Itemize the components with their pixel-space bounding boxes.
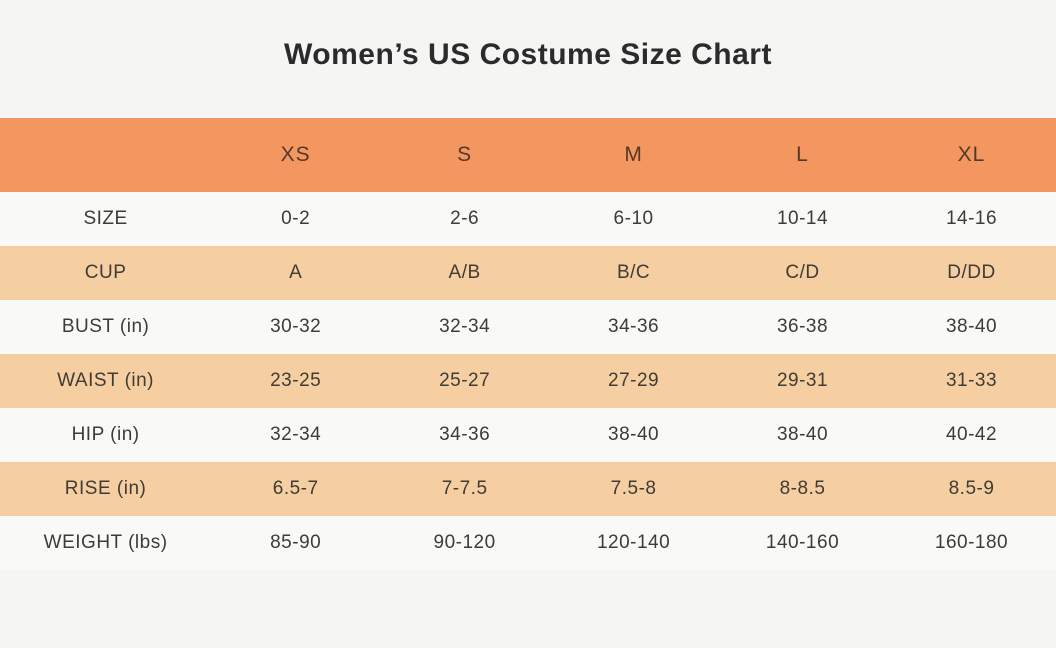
table-cell: 160-180 [934, 532, 1009, 553]
column-header: L [796, 143, 809, 166]
column-header: XL [957, 143, 986, 166]
table-cell: A/B [448, 262, 481, 283]
row-label: SIZE [83, 208, 128, 229]
table-row: HIP (in) 32-34 34-36 38-40 38-40 40-42 [0, 408, 1056, 462]
table-header: XS S M L XL [0, 118, 1056, 192]
table-row: WAIST (in) 23-25 25-27 27-29 29-31 31-33 [0, 354, 1056, 408]
table-cell: 0-2 [281, 208, 311, 229]
table-cell: C/D [785, 262, 820, 283]
table-cell: 2-6 [450, 208, 480, 229]
table-cell: 38-40 [776, 424, 829, 445]
page-title: Women’s US Costume Size Chart [284, 38, 772, 71]
table-cell: 29-31 [776, 370, 829, 391]
row-label: BUST (in) [61, 316, 150, 337]
row-label: RISE (in) [64, 478, 147, 499]
table-cell: 120-140 [596, 532, 671, 553]
table-cell: 6-10 [613, 208, 654, 229]
table-cell: 32-34 [270, 424, 322, 445]
table-cell: 34-36 [439, 424, 491, 445]
table-cell: 8-8.5 [779, 478, 826, 499]
table-cell: 90-120 [433, 532, 496, 553]
table-cell: 38-40 [608, 424, 660, 445]
table-cell: 85-90 [270, 532, 322, 553]
table-cell: 27-29 [608, 370, 660, 391]
table-cell: 40-42 [945, 424, 998, 445]
table-cell: 23-25 [270, 370, 322, 391]
table-cell: 7.5-8 [610, 478, 657, 499]
column-header: M [624, 143, 643, 166]
table-cell: 6.5-7 [272, 478, 319, 499]
row-label: CUP [84, 262, 127, 283]
table-cell: 32-34 [439, 316, 491, 337]
table-row: SIZE 0-2 2-6 6-10 10-14 14-16 [0, 192, 1056, 246]
table-cell: 8.5-9 [948, 478, 995, 499]
header-cell-label [0, 118, 211, 192]
table-cell: 38-40 [945, 316, 998, 337]
table-cell: 25-27 [439, 370, 491, 391]
row-label: WAIST (in) [57, 370, 155, 391]
table-cell: 31-33 [945, 370, 998, 391]
column-header: XS [280, 143, 311, 166]
table-cell: B/C [616, 262, 651, 283]
table-cell: 30-32 [270, 316, 322, 337]
table-cell: 10-14 [776, 208, 829, 229]
table-body: SIZE 0-2 2-6 6-10 10-14 14-16 CUP A A/B B/C C/D D/D… [0, 192, 1056, 570]
table-row: BUST (in) 30-32 32-34 34-36 36-38 38-40 [0, 300, 1056, 354]
table-row: RISE (in) 6.5-7 7-7.5 7.5-8 8-8.5 8.5-9 [0, 462, 1056, 516]
table-cell: 140-160 [765, 532, 840, 553]
table-cell: 14-16 [945, 208, 998, 229]
table-row: WEIGHT (lbs) 85-90 90-120 120-140 140-160 160… [0, 516, 1056, 570]
table-cell: D/DD [947, 262, 996, 283]
table-cell: 34-36 [608, 316, 660, 337]
row-label: HIP (in) [71, 424, 140, 445]
header-row: XS S M L XL [0, 118, 1056, 192]
column-header: S [457, 143, 473, 166]
table-cell: A [289, 262, 303, 283]
table-cell: 36-38 [776, 316, 829, 337]
size-chart-table: XS S M L XL SIZE 0-2 2-6 6-10 10-14 14-16 CUP A A/B B… [0, 118, 1056, 570]
table-row: CUP A A/B B/C C/D D/DD [0, 246, 1056, 300]
row-label: WEIGHT (lbs) [43, 532, 168, 553]
table-cell: 7-7.5 [441, 478, 488, 499]
